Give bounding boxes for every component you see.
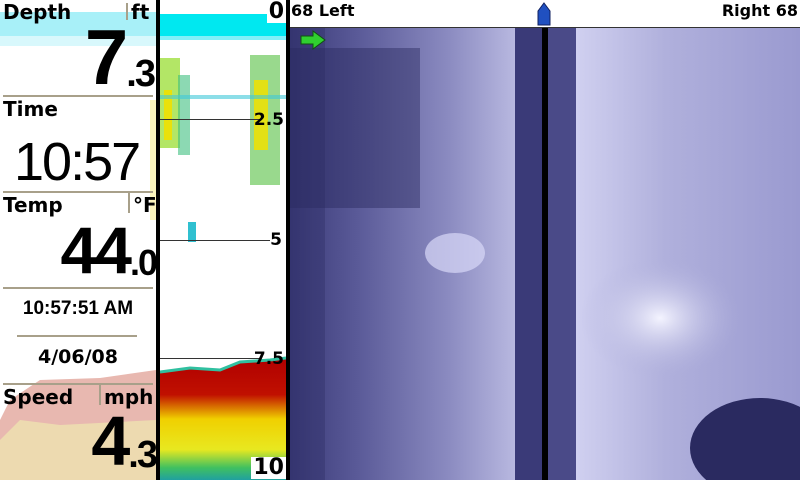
speed-label: Speed [3, 385, 74, 409]
divider [3, 383, 153, 385]
panel-divider [156, 0, 160, 480]
left-water-column [515, 28, 543, 480]
clock-value: 10:57:51 AM [22, 298, 134, 319]
temp-label: Temp [3, 193, 63, 217]
divider [3, 95, 153, 97]
depth-value: 7 .3 [84, 13, 156, 101]
depth-dec: .3 [126, 53, 156, 95]
readout-background-sonar [0, 12, 156, 480]
depth-scale-5: 5 [270, 230, 282, 250]
right-water-column [548, 28, 576, 480]
depth-scale-2-5: 2.5 [253, 110, 284, 130]
temp-int: 44 [60, 213, 132, 287]
center-line [542, 28, 548, 480]
time-value: 10:57 [14, 132, 141, 192]
time-label: Time [3, 97, 58, 121]
sonar-chart: 0 2.5 5 7.5 10 [160, 0, 286, 480]
boat-icon [537, 2, 551, 26]
green-arrow-right-icon [300, 30, 326, 50]
date-value: 4/06/08 [38, 346, 118, 368]
speed-int: 4 [91, 402, 130, 480]
depth-scale-7-5: 7.5 [253, 349, 284, 369]
panel-divider [286, 0, 290, 480]
surface-clutter [160, 14, 286, 36]
divider [3, 191, 153, 193]
divider [128, 193, 130, 213]
temp-value: 44 .0 [60, 213, 156, 287]
depth-scale-0: 0 [266, 0, 286, 24]
depth-line-7-5 [160, 358, 260, 359]
divider [17, 335, 137, 337]
divider [99, 385, 101, 405]
depth-line-2-5 [160, 119, 260, 120]
depth-int: 7 [84, 13, 128, 101]
depth-unit: ft [131, 0, 150, 24]
divider [126, 3, 128, 20]
side-imaging-view: 68 Left Right 68 [290, 0, 800, 480]
right-range-label: Right 68 [721, 1, 798, 20]
speed-unit: mph [104, 385, 154, 409]
speed-value: 4 .3 [91, 402, 156, 480]
digital-readout-panel: Depth ft 7 .3 Time 10:57 Temp °F 44 .0 1… [0, 0, 156, 480]
depth-line-5 [160, 240, 270, 241]
depth-scale-10: 10 [251, 455, 286, 480]
side-imaging-image [290, 28, 800, 480]
speed-dec: .3 [128, 434, 156, 476]
divider [3, 287, 153, 289]
sonar-returns [160, 14, 286, 480]
temp-unit: °F [133, 193, 156, 217]
depth-label: Depth [3, 0, 72, 24]
bottom-return [160, 358, 286, 480]
dark-structure [690, 398, 800, 480]
temp-dec: .0 [129, 242, 156, 283]
left-range-label: 68 Left [291, 1, 355, 20]
